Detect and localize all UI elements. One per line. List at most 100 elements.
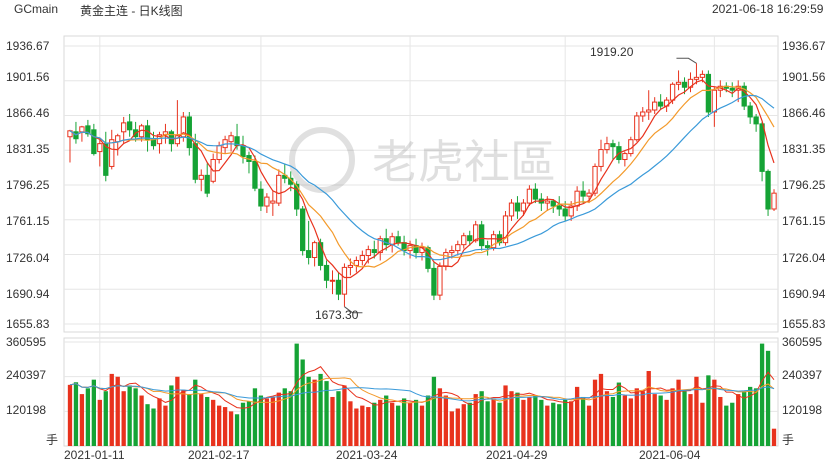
candle-body xyxy=(85,125,91,135)
volume-bar xyxy=(222,407,228,446)
volume-bar xyxy=(557,404,562,446)
candle-body xyxy=(669,83,676,101)
price-tick-right: 1866.46 xyxy=(782,106,826,120)
candle-body xyxy=(449,250,455,254)
volume-bar xyxy=(628,398,633,446)
volume-bar xyxy=(425,395,431,446)
volume-bar xyxy=(360,405,365,446)
candle-body xyxy=(437,265,443,296)
candle-body xyxy=(598,149,604,167)
candle-body xyxy=(228,135,234,143)
volume-bar xyxy=(91,379,96,446)
volume-bar xyxy=(771,428,777,446)
volume-bar xyxy=(372,402,377,446)
candle-body xyxy=(329,279,336,282)
price-tick-left: 1866.46 xyxy=(6,106,50,120)
candle-body xyxy=(747,105,753,118)
volume-bar xyxy=(103,391,108,446)
volume-bar xyxy=(569,401,574,446)
price-panel-frame xyxy=(63,35,779,333)
volume-bar xyxy=(234,414,240,446)
candle-body xyxy=(532,188,539,200)
candle-body xyxy=(652,101,658,111)
volume-bar xyxy=(330,396,335,446)
volume-bar xyxy=(479,391,484,446)
volume-bar xyxy=(306,376,311,446)
candle-body xyxy=(252,160,258,189)
ma5-line xyxy=(69,79,775,279)
symbol-label: GCmain xyxy=(14,2,59,16)
volume-bar xyxy=(240,402,246,446)
candle-body xyxy=(204,174,210,194)
volume-tick-left: 360595 xyxy=(6,335,47,349)
candle-body xyxy=(186,116,192,149)
volume-bar xyxy=(169,385,174,446)
candle-body xyxy=(371,249,377,254)
volume-bar xyxy=(700,402,705,446)
volume-bar xyxy=(193,379,198,446)
candle-body xyxy=(640,111,646,117)
max-price-leader xyxy=(676,57,697,64)
candle-body xyxy=(395,236,401,244)
volume-bar xyxy=(407,402,413,446)
volume-bar xyxy=(694,376,699,446)
volume-bar xyxy=(318,373,323,446)
candle-body xyxy=(67,130,73,138)
candle-body xyxy=(568,205,574,217)
candle-body xyxy=(79,126,85,133)
volume-bar xyxy=(598,373,604,446)
candle-body xyxy=(693,76,700,80)
volume-bar xyxy=(610,396,616,446)
volume-bar xyxy=(205,396,210,446)
volume-bar xyxy=(652,394,657,446)
volume-bar xyxy=(563,399,568,446)
volume-bar xyxy=(73,382,79,446)
volume-bar xyxy=(712,379,717,446)
volume-bar xyxy=(676,379,681,446)
price-tick-left: 1901.56 xyxy=(6,70,50,84)
candle-body xyxy=(526,188,533,204)
volume-bar xyxy=(312,379,317,446)
price-tick-left: 1726.04 xyxy=(6,251,50,265)
candle-body xyxy=(198,174,204,180)
volume-bar xyxy=(187,394,192,446)
price-tick-right: 1796.25 xyxy=(782,178,826,192)
candle-body xyxy=(300,208,306,252)
candle-body xyxy=(258,188,264,207)
candle-body xyxy=(646,109,652,113)
volume-bar xyxy=(497,402,502,446)
candle-body xyxy=(699,73,706,78)
volume-bar xyxy=(85,388,91,446)
volume-bar xyxy=(282,388,287,446)
candle-body xyxy=(461,235,467,246)
volume-bar xyxy=(616,382,622,446)
volume-bar xyxy=(133,388,138,446)
volume-bar xyxy=(342,385,347,446)
candle-body xyxy=(323,264,330,281)
volume-bar xyxy=(574,386,580,446)
candle-body xyxy=(771,192,777,210)
volume-bar xyxy=(449,411,454,446)
candle-body xyxy=(240,145,246,158)
price-tick-right: 1655.83 xyxy=(782,317,826,331)
candle-body xyxy=(97,143,103,153)
volume-bar xyxy=(181,389,186,446)
max-price-label: 1919.20 xyxy=(590,45,634,59)
candle-body xyxy=(276,174,282,204)
price-tick-right: 1726.04 xyxy=(782,251,826,265)
volume-bar xyxy=(646,371,651,446)
candle-body xyxy=(604,143,610,151)
candle-body xyxy=(556,205,562,210)
candle-body xyxy=(681,81,688,88)
volume-ma10-line xyxy=(69,377,775,404)
candle-body xyxy=(347,264,354,268)
volume-bar xyxy=(539,399,544,446)
candle-body xyxy=(508,202,515,217)
candle-body xyxy=(514,202,521,212)
volume-bar xyxy=(401,398,407,446)
volume-bar xyxy=(139,395,144,446)
volume-bar xyxy=(670,388,675,446)
candle-body xyxy=(586,192,592,197)
candle-body xyxy=(365,249,371,257)
candle-body xyxy=(705,73,712,113)
